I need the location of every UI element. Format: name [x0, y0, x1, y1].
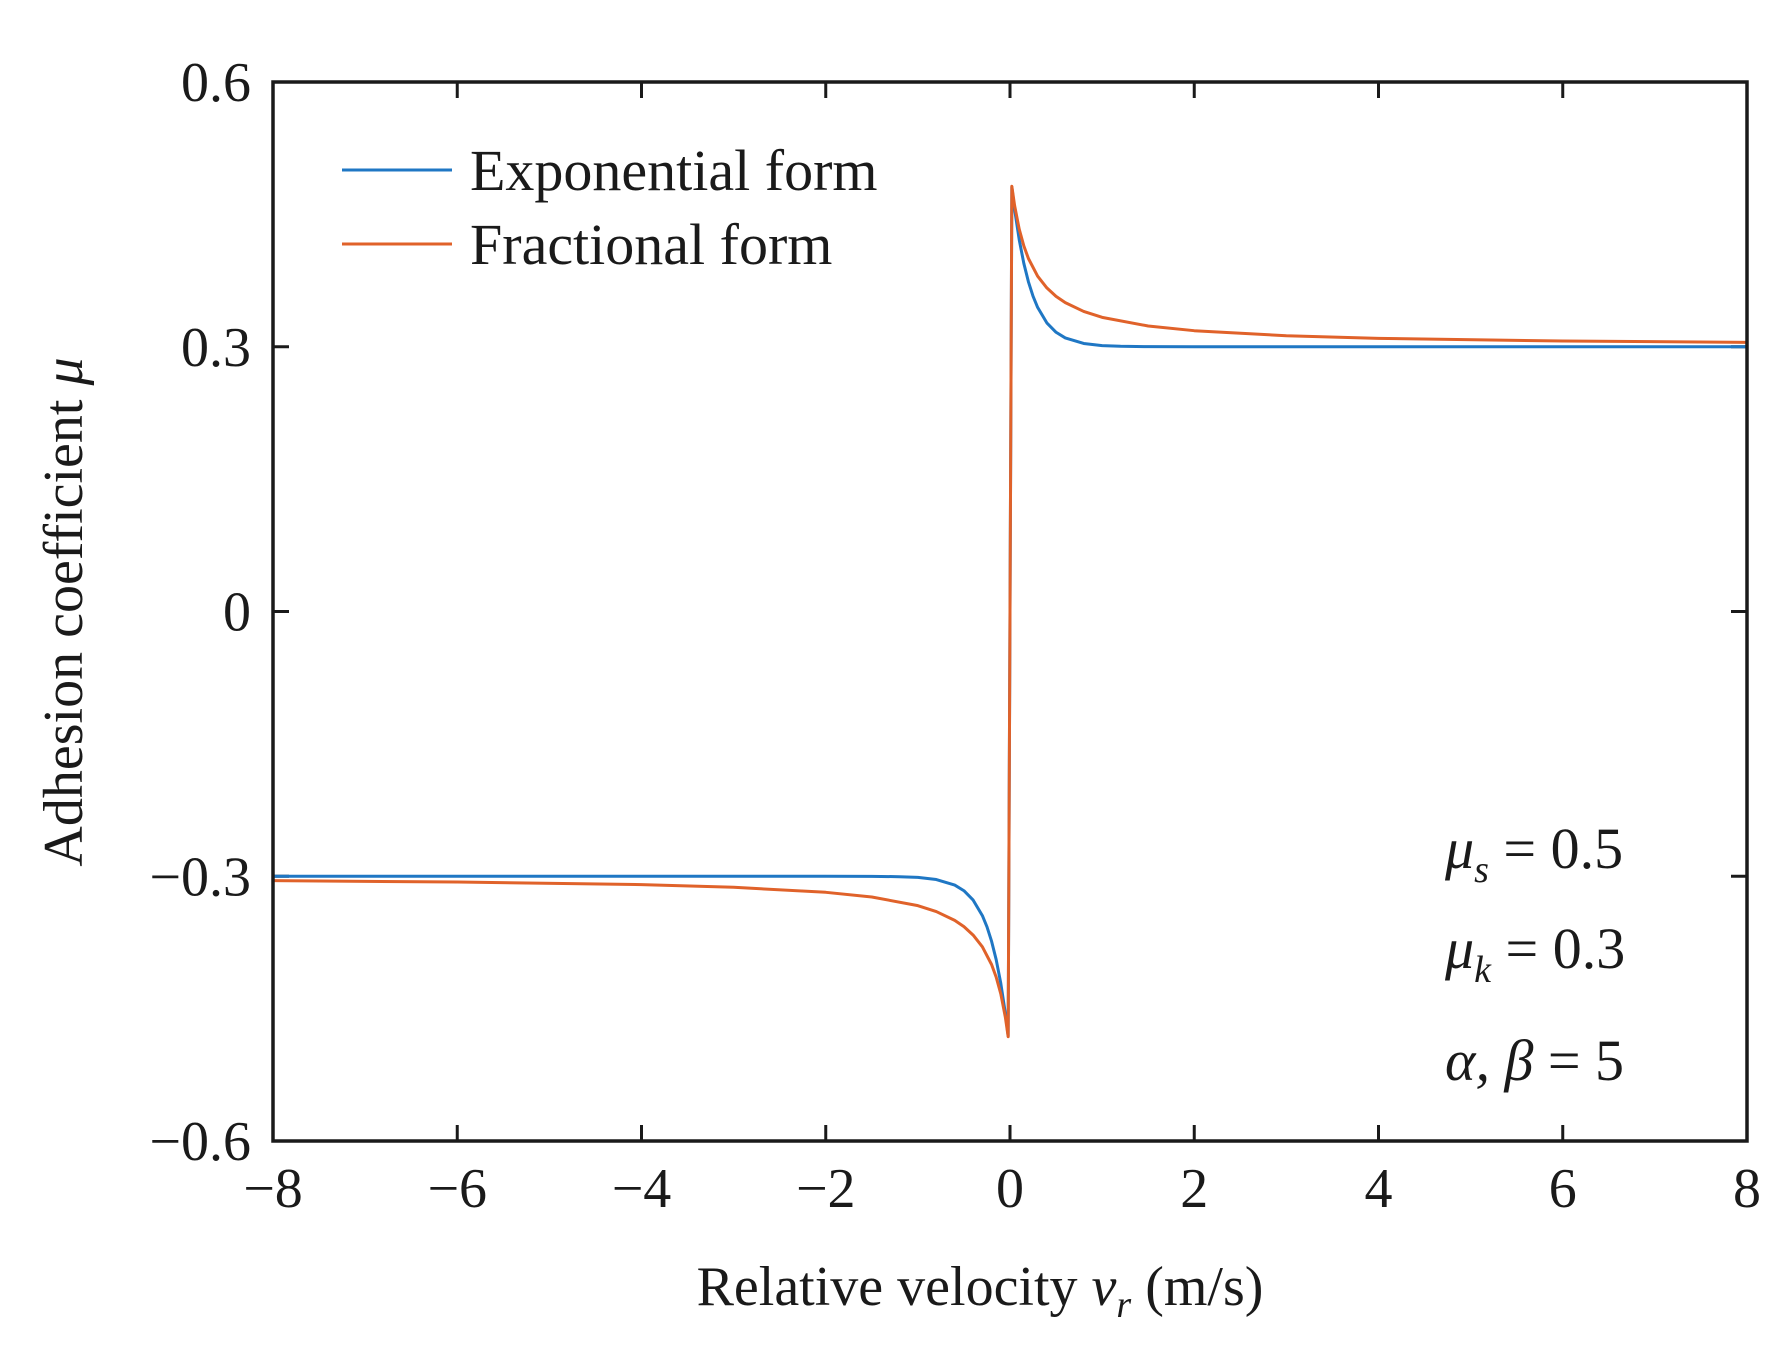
- plot-frame: [271, 80, 1749, 1143]
- y-axis-title-prefix: Adhesion coefficient: [33, 386, 95, 867]
- legend: Exponential form Fractional form: [342, 138, 878, 277]
- x-tick-label: −8: [243, 1158, 303, 1220]
- x-axis-title-prefix: Relative velocity: [697, 1256, 1092, 1318]
- legend-label-fractional: Fractional form: [470, 212, 832, 277]
- param-alpha-beta: α, β = 5: [1445, 1028, 1624, 1093]
- param-mu-s-subscript: s: [1474, 849, 1489, 891]
- param-mu-k-subscript: k: [1474, 949, 1492, 991]
- y-tick-label: −0.3: [149, 846, 251, 908]
- legend-label-exponential: Exponential form: [470, 138, 878, 203]
- x-tick-label: 0: [996, 1158, 1024, 1220]
- x-axis-title-subscript: r: [1116, 1284, 1131, 1326]
- y-tick-label: 0.6: [181, 52, 251, 114]
- param-alpha-beta-symbol: α, β: [1445, 1028, 1533, 1093]
- y-tick-label: 0: [223, 582, 251, 644]
- x-axis-title: Relative velocity vr (m/s): [697, 1256, 1264, 1326]
- x-tick-label: −4: [612, 1158, 672, 1220]
- x-tick-label: 6: [1549, 1158, 1577, 1220]
- param-alpha-beta-value: = 5: [1533, 1028, 1624, 1093]
- x-tick-label: −2: [796, 1158, 856, 1220]
- series-line-fractional: [271, 184, 1749, 1039]
- tick-labels: −8 −6 −4 −2 0 2 4 6 8 −0.6 −0.3 0 0.3 0.6: [149, 52, 1761, 1220]
- y-axis-title: Adhesion coefficient μ: [33, 357, 95, 866]
- x-tick-label: 4: [1365, 1158, 1393, 1220]
- series: [271, 184, 1749, 1039]
- y-tick-label: 0.3: [181, 317, 251, 379]
- param-mu-s: μs = 0.5: [1444, 816, 1623, 891]
- x-axis-title-symbol: v: [1092, 1256, 1117, 1318]
- y-axis-title-symbol: μ: [33, 357, 95, 386]
- x-tick-label: 2: [1180, 1158, 1208, 1220]
- param-mu-s-value: = 0.5: [1489, 816, 1623, 881]
- param-mu-s-symbol: μ: [1444, 816, 1474, 881]
- y-tick-label: −0.6: [149, 1111, 251, 1173]
- param-mu-k-value: = 0.3: [1491, 916, 1625, 981]
- parameter-annotations: μs = 0.5 μk = 0.3 α, β = 5: [1444, 816, 1625, 1093]
- x-axis-title-suffix: (m/s): [1131, 1256, 1263, 1318]
- param-mu-k: μk = 0.3: [1444, 916, 1625, 991]
- x-tick-label: −6: [427, 1158, 487, 1220]
- x-tick-label: 8: [1733, 1158, 1761, 1220]
- param-mu-k-symbol: μ: [1444, 916, 1474, 981]
